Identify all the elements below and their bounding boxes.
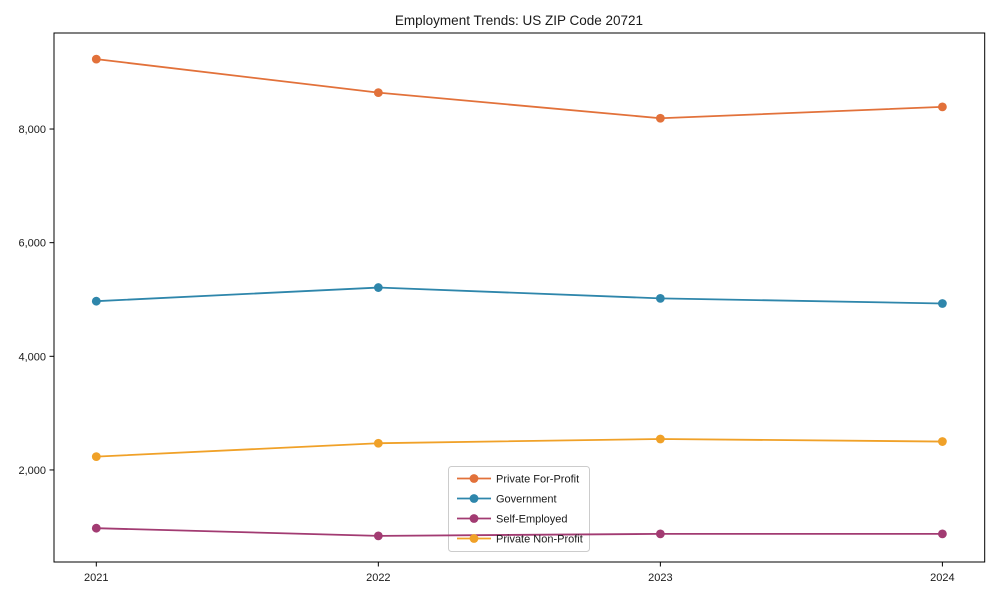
legend-label-private-for-profit: Private For-Profit: [496, 474, 579, 486]
data-point-government-2021: [91, 296, 101, 306]
data-point-self-employed-2023: [655, 529, 665, 539]
legend-label-government: Government: [496, 494, 557, 506]
legend-marker-icon-government: [469, 494, 479, 503]
series-line-government: [96, 286, 943, 305]
data-point-self-employed-2021: [91, 523, 101, 533]
data-point-private-non-profit-2023: [655, 434, 665, 444]
data-point-private-for-profit-2024: [938, 102, 947, 112]
series-line-self-employed: [96, 527, 943, 537]
data-point-government-2024: [938, 299, 947, 308]
series-line-private-non-profit: [96, 438, 943, 458]
series-line-private-for-profit: [96, 58, 943, 120]
legend-frame: [448, 466, 590, 552]
data-point-self-employed-2022: [373, 531, 383, 541]
chart-title: Employment Trends: US ZIP Code 20721: [395, 13, 643, 28]
legend-marker-icon-private-for-profit: [469, 474, 479, 483]
x-tick-label: 2021: [84, 572, 108, 584]
axes-frame: [53, 32, 986, 563]
y-tick-label: 4,000: [18, 351, 46, 363]
y-tick-label: 6,000: [18, 238, 46, 250]
data-point-private-non-profit-2022: [373, 438, 383, 448]
y-tick-label: 2,000: [18, 465, 46, 477]
x-tick-label: 2022: [366, 572, 390, 584]
y-tick-label: 8,000: [18, 124, 46, 136]
data-point-government-2022: [373, 283, 383, 292]
legend-marker-icon-self-employed: [469, 514, 479, 523]
data-point-private-for-profit-2022: [373, 88, 383, 98]
legend-label-private-non-profit: Private Non-Profit: [496, 534, 583, 546]
legend-marker-icon-private-non-profit: [469, 534, 479, 543]
data-point-self-employed-2024: [938, 529, 947, 539]
plot-area: 2,000 4,000 6,000 8,000 2021 2022 2023 2024 Priv…: [18, 32, 986, 584]
data-point-government-2023: [655, 293, 665, 303]
x-tick-label: 2024: [930, 572, 954, 584]
x-tick-label: 2023: [648, 572, 672, 584]
data-point-private-non-profit-2021: [91, 452, 101, 461]
data-point-private-non-profit-2024: [938, 437, 947, 446]
data-point-private-for-profit-2023: [655, 113, 665, 123]
legend-label-self-employed: Self-Employed: [496, 514, 568, 526]
data-point-private-for-profit-2021: [91, 54, 101, 64]
